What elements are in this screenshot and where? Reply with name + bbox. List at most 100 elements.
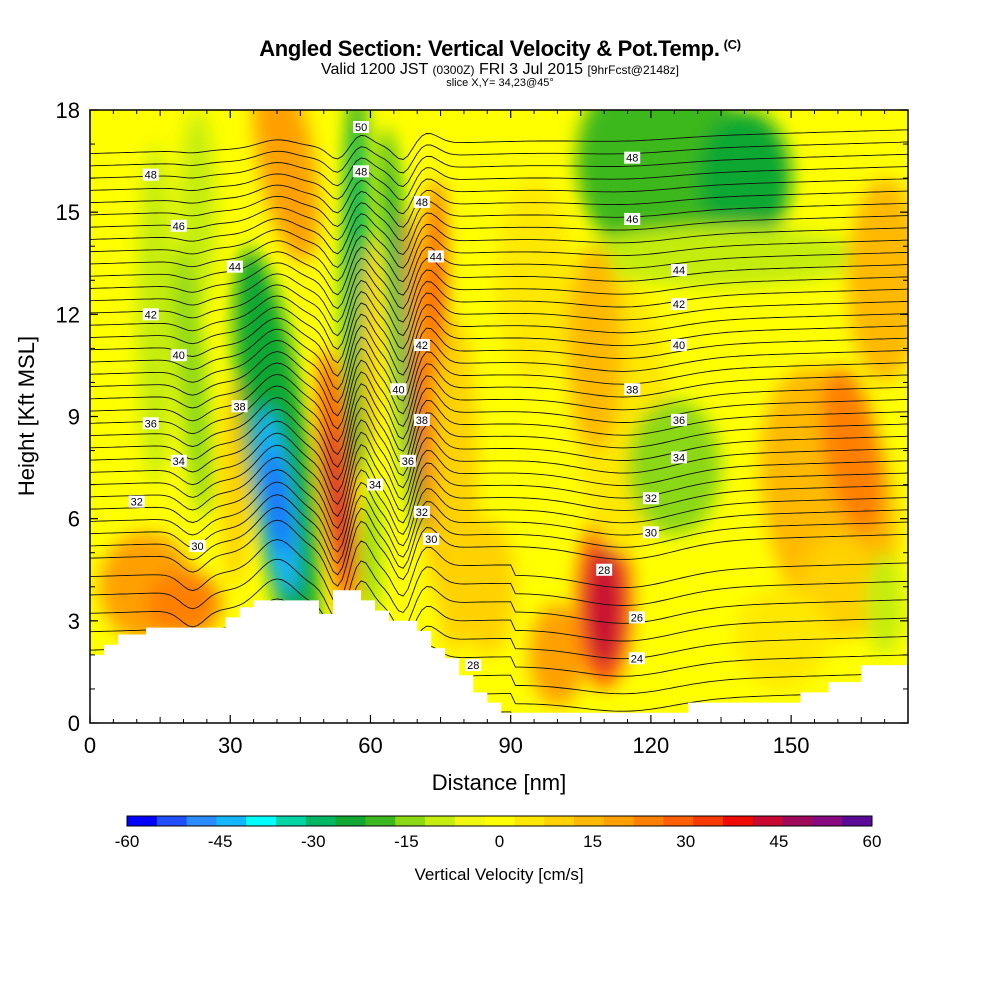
isentrope-line (90, 235, 908, 283)
isentrope-line (90, 359, 908, 430)
isentrope-line (90, 279, 908, 337)
isentrope-line (90, 578, 908, 637)
isentrope-label-bg (353, 121, 370, 134)
isentrope-line (90, 407, 908, 481)
isentrope-label: 32 (642, 492, 659, 505)
isentrope-line (90, 481, 908, 553)
isentrope-label: 46 (624, 212, 641, 226)
isentrope-label-text: 48 (355, 166, 367, 178)
isentrope-label-bg (413, 195, 430, 208)
isentrope-label-bg (128, 495, 145, 508)
isentrope-line (90, 153, 908, 187)
isentrope-label: 28 (465, 659, 482, 672)
colorbar-swatch (693, 816, 724, 826)
isentrope-line (90, 395, 908, 468)
isentrope-label: 38 (624, 383, 641, 396)
isentrope-line (90, 223, 908, 269)
isentrope-label-text: 40 (392, 384, 404, 396)
isentrope-label-bg (624, 383, 641, 396)
isentrope-label: 40 (390, 383, 407, 396)
terrain (90, 590, 908, 723)
isentrope-label-text: 24 (631, 653, 643, 665)
isentrope-label-text: 50 (355, 122, 367, 134)
colorbar-swatch (305, 816, 336, 826)
field-cell (735, 586, 829, 689)
colorbar-frame (126, 815, 873, 827)
colorbar-swatch (246, 816, 277, 826)
isentrope-label-text: 40 (673, 340, 685, 352)
isentrope-line (90, 506, 908, 576)
isentrope-label: 28 (596, 563, 613, 577)
colorbar-swatch (603, 816, 634, 826)
colorbar-swatch (633, 816, 664, 826)
isentrope-line (90, 456, 908, 529)
y-tick-label: 0 (68, 711, 80, 736)
y-tick-label: 12 (56, 302, 80, 327)
field-cell (529, 603, 586, 706)
isentrope-line (90, 201, 908, 242)
colorbar-tick-label: 30 (676, 832, 695, 851)
isentrope-label: 48 (142, 168, 159, 182)
colorbar-swatch (454, 816, 485, 826)
colorbar-swatch (544, 816, 575, 826)
colorbar-tick-label: -60 (115, 832, 140, 851)
chart-title-text: Angled Section: Vertical Velocity & Pot.… (259, 36, 720, 61)
colorbar-swatch (484, 816, 515, 826)
x-tick-label: 120 (633, 733, 670, 758)
chart-title-unit: (C) (723, 37, 741, 52)
colorbar-swatch (574, 816, 605, 826)
isentrope-label: 34 (670, 451, 687, 464)
isentrope-label-text: 32 (131, 497, 143, 509)
isentrope-label-bg (465, 659, 482, 672)
isentrope-label-bg (628, 611, 645, 624)
isentrope-line (90, 291, 908, 350)
isentrope-label-text: 42 (673, 299, 685, 311)
colorbar-tick-label: -45 (208, 832, 233, 851)
isentrope-label-text: 46 (173, 221, 185, 233)
isentrope-label-text: 42 (145, 309, 157, 321)
isentrope-label-bg (596, 563, 613, 576)
isentrope-label-text: 48 (145, 170, 157, 182)
isentrope-label: 26 (628, 611, 645, 624)
isentrope-line (90, 141, 908, 174)
colorbar-swatch (782, 816, 813, 826)
isentrope-label: 36 (670, 413, 687, 427)
isentrope-label-bg (353, 165, 370, 178)
isentrope-label-bg (231, 400, 248, 413)
isentrope-label-text: 34 (173, 456, 185, 468)
field-cell (865, 552, 904, 655)
isentrope-label-bg (624, 151, 641, 164)
isentrope-label-text: 44 (673, 265, 685, 277)
isentrope-line (90, 419, 908, 493)
isentrope-label-bg (670, 451, 687, 464)
isentrope-label: 46 (170, 219, 187, 233)
field-cell (496, 178, 572, 383)
y-tick-label: 18 (56, 98, 80, 123)
x-tick-label: 0 (84, 733, 96, 758)
isentrope-label: 34 (170, 454, 187, 468)
colorbar-tick-label: 45 (769, 832, 788, 851)
isentrope-label: 38 (413, 413, 430, 427)
isentrope-label: 30 (423, 533, 440, 546)
isentrope-line (90, 178, 908, 215)
isentrope-label-bg (670, 338, 687, 351)
colorbar-swatch (127, 816, 158, 826)
colorbar-tick-label: 0 (495, 832, 504, 851)
isentrope-line (90, 324, 908, 391)
isentrope-label-text: 34 (369, 480, 381, 492)
y-tick-label: 3 (68, 609, 80, 634)
isentrope-label: 42 (142, 308, 159, 321)
field-cell (146, 569, 221, 638)
isentrope-label-text: 30 (425, 534, 437, 546)
isentrope-label-bg (170, 349, 187, 362)
colorbar: -60 -45 -30 -15 0 15 30 45 60 (115, 815, 881, 851)
isentrope-label-text: 34 (673, 452, 685, 464)
isentrope-label-bg (670, 413, 687, 426)
valid-time: Valid 1200 JST (320, 61, 428, 78)
colorbar-swatch (514, 816, 545, 826)
isentrope-label-bg (189, 539, 206, 552)
isentrope-label-bg (413, 505, 430, 518)
isentrope-line (90, 539, 908, 604)
isentrope-label-text: 48 (416, 197, 428, 209)
isentrope-line (90, 431, 908, 505)
